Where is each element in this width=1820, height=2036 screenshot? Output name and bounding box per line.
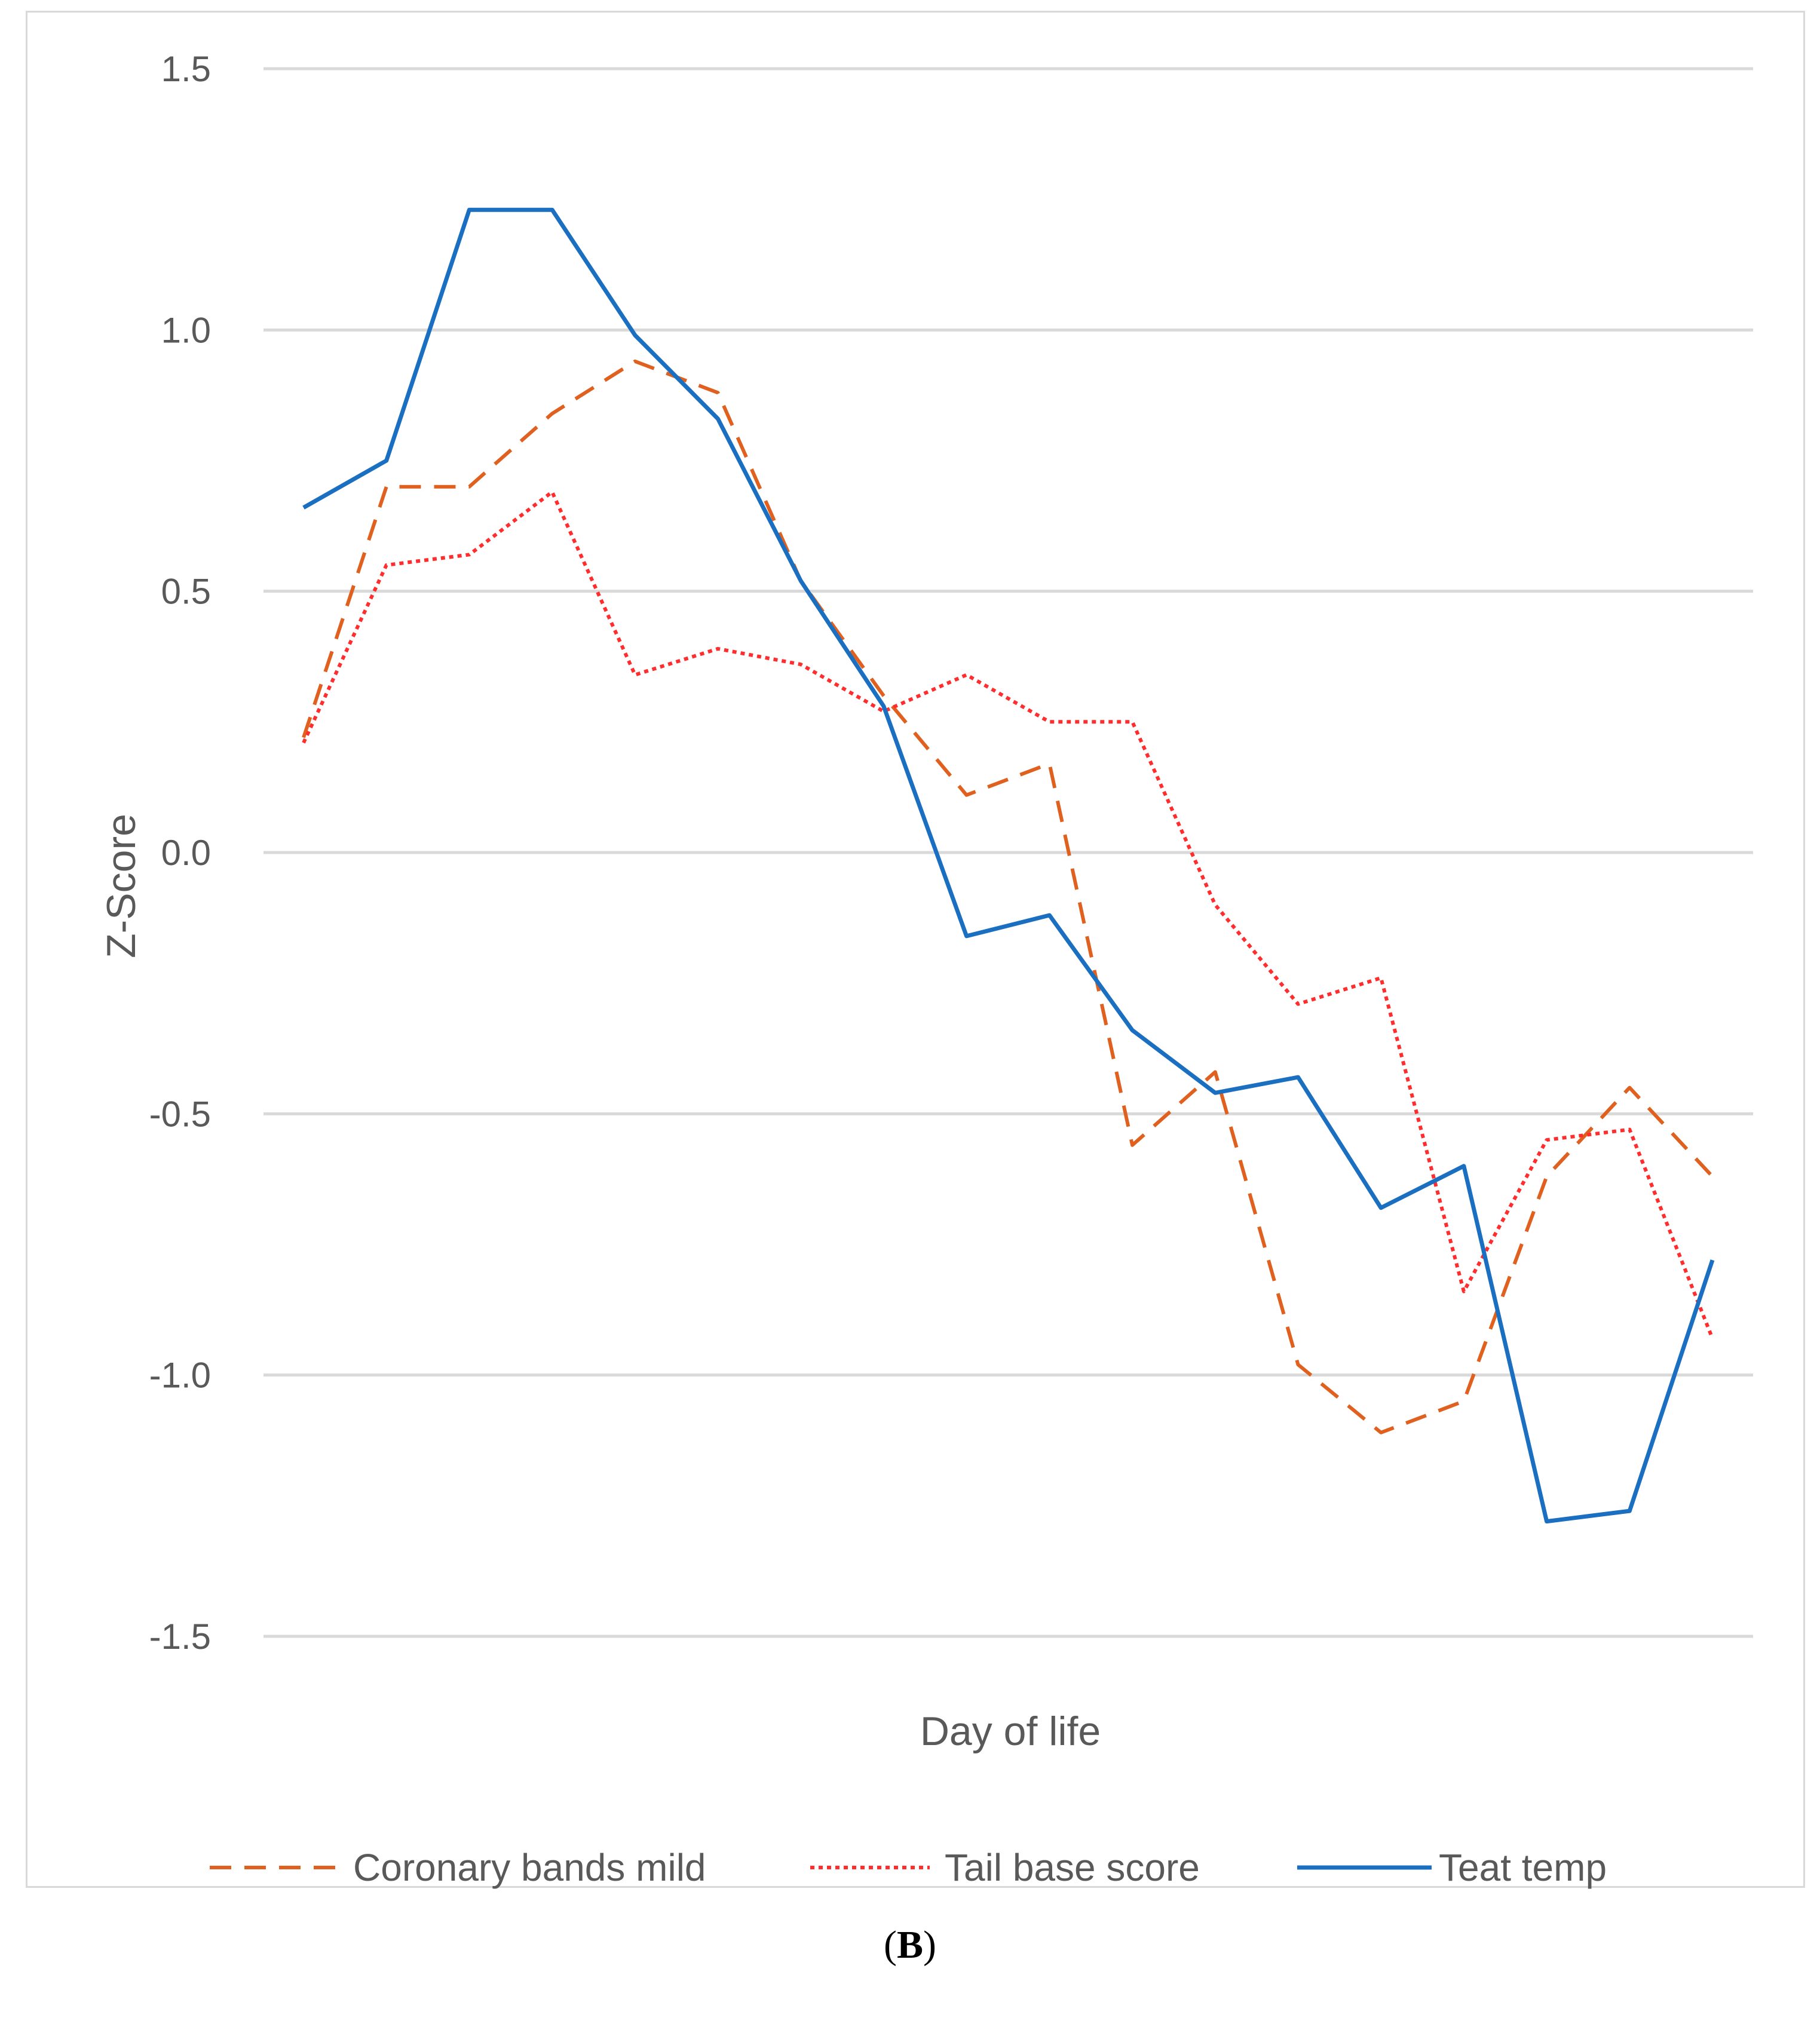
series-line-teat-temp (302, 207, 1715, 1524)
caption-open-paren: ( (884, 1923, 897, 1967)
caption-panel-letter: B (896, 1923, 924, 1967)
legend-entry-coronary-bands-mild: Coronary bands mild (210, 1846, 706, 1889)
y-axis-ticks: 1.5 1.0 0.5 0.0 -0.5 -1.0 -1.5 (149, 49, 211, 1657)
y-tick-label: -0.5 (149, 1094, 211, 1134)
legend-label-tail-base-score: Tail base score (945, 1846, 1200, 1889)
x-axis-title: Day of life (920, 1709, 1101, 1754)
legend: Coronary bands mild Tail base score Teat… (210, 1846, 1607, 1889)
gridlines (263, 67, 1753, 1638)
y-tick-label: -1.5 (149, 1617, 211, 1657)
caption-close-paren: ) (923, 1923, 936, 1967)
y-tick-label: 1.5 (161, 49, 211, 89)
y-tick-label: 0.0 (161, 833, 211, 873)
legend-label-coronary-bands-mild: Coronary bands mild (353, 1846, 706, 1889)
y-tick-label: 0.5 (161, 572, 211, 612)
legend-entry-teat-temp: Teat temp (1297, 1846, 1607, 1889)
figure-caption: (B) (0, 1922, 1820, 1968)
y-axis-title: Z-Score (99, 814, 144, 958)
y-tick-label: -1.0 (149, 1356, 211, 1396)
y-tick-label: 1.0 (161, 310, 211, 350)
series-line-tail-base-score (302, 490, 1714, 1339)
chart-frame: 1.5 1.0 0.5 0.0 -0.5 -1.0 -1.5 Z-Score Day of … (26, 11, 1805, 1889)
legend-label-teat-temp: Teat temp (1439, 1846, 1607, 1889)
series-lines (302, 207, 1715, 1524)
line-chart: 1.5 1.0 0.5 0.0 -0.5 -1.0 -1.5 Z-Score Day of … (99, 49, 1753, 1889)
legend-entry-tail-base-score: Tail base score (810, 1846, 1200, 1889)
